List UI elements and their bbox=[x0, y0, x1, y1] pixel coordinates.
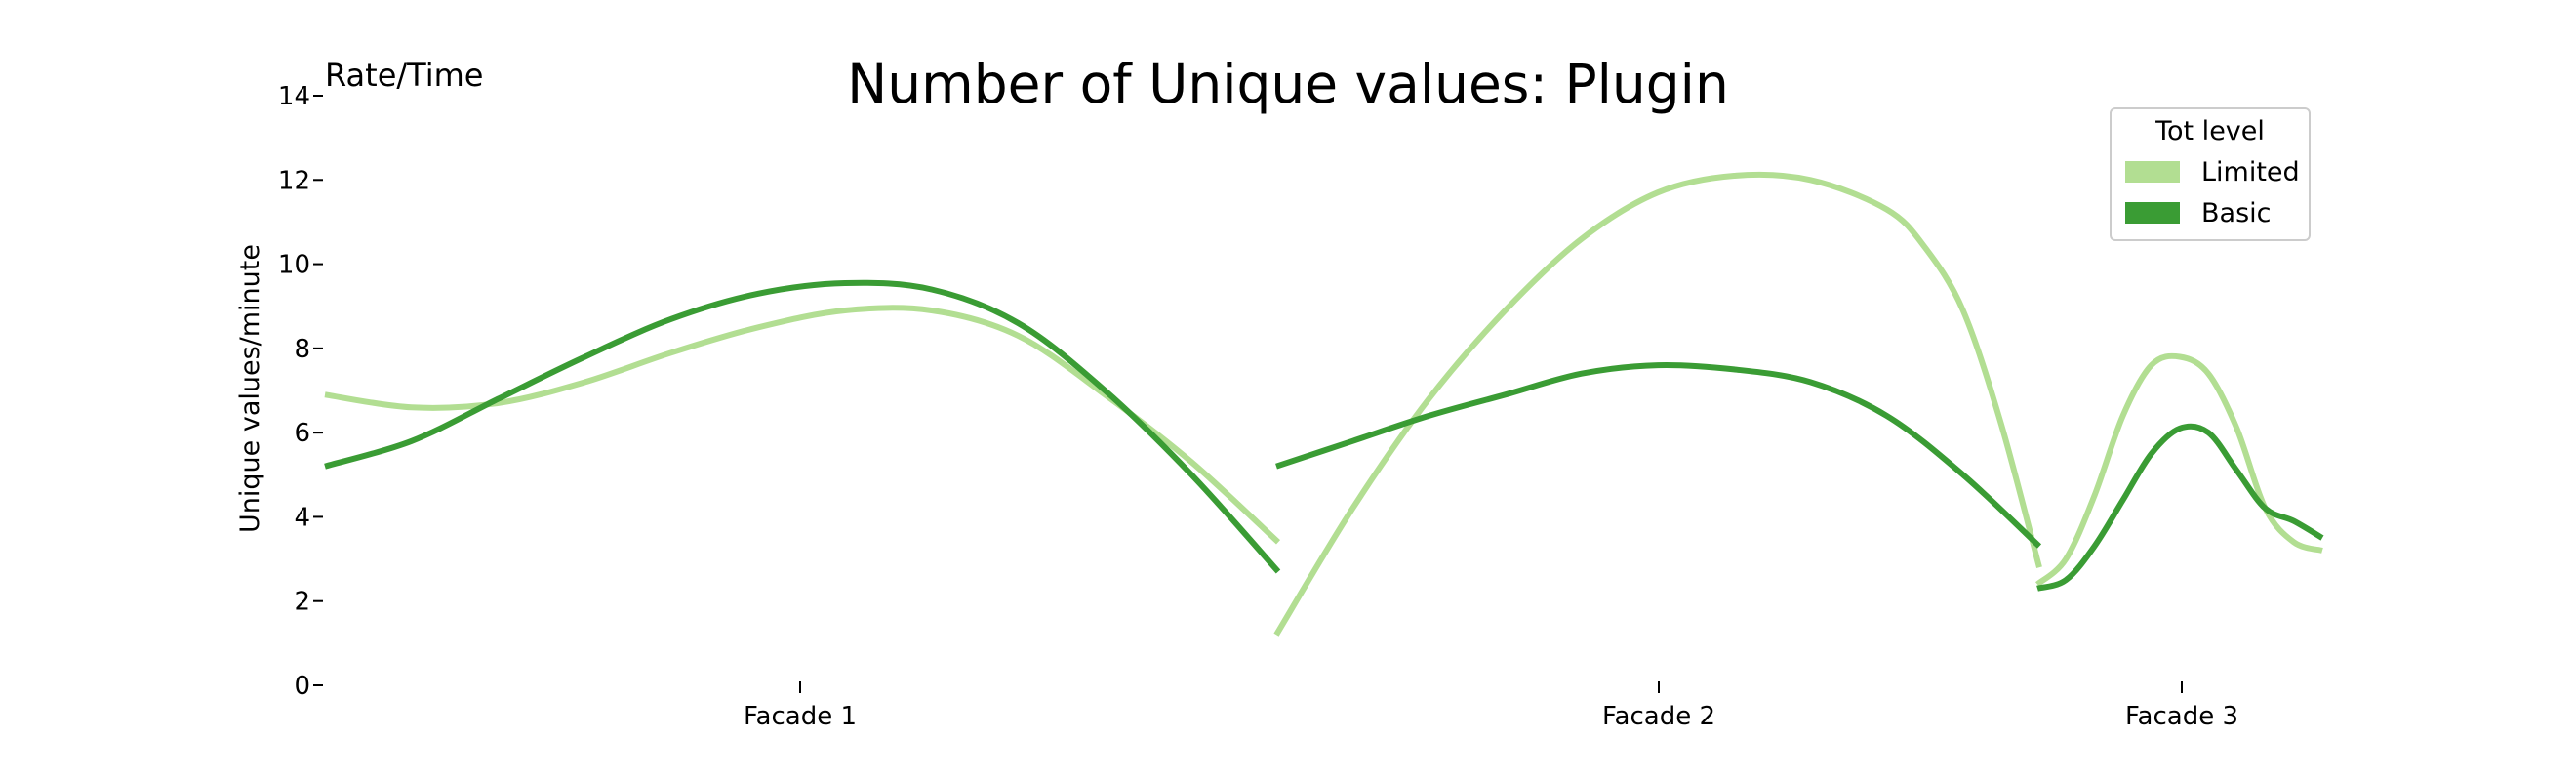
y-tick-label: 12 bbox=[278, 166, 310, 195]
x-tick-label: Facade 3 bbox=[2125, 702, 2238, 731]
legend-label-limited: Limited bbox=[2201, 157, 2300, 187]
y-tick-label: 10 bbox=[278, 251, 310, 280]
y-tick-label: 14 bbox=[278, 82, 310, 111]
y-tick-label: 4 bbox=[294, 503, 310, 532]
legend-label-basic: Basic bbox=[2201, 198, 2271, 228]
chart-title: Number of Unique values: Plugin bbox=[847, 53, 1729, 115]
legend: Tot level Limited Basic bbox=[2110, 107, 2311, 241]
legend-entries: Limited Basic bbox=[2125, 157, 2300, 228]
series-line-limited bbox=[324, 305, 1281, 545]
series-line-basic bbox=[1275, 361, 2042, 549]
y-tick-label: 0 bbox=[294, 672, 310, 701]
series-line-basic bbox=[2036, 423, 2324, 592]
x-axis: Facade 1 Facade 2 Facade 3 bbox=[744, 681, 2238, 731]
series-basic bbox=[324, 279, 2324, 592]
x-tick-label: Facade 1 bbox=[744, 702, 857, 731]
y-tick-label: 2 bbox=[294, 588, 310, 617]
legend-title: Tot level bbox=[2154, 116, 2265, 146]
y-axis-label: Unique values/minute bbox=[235, 244, 265, 533]
series-line-limited bbox=[2034, 352, 2323, 587]
y-tick-label: 8 bbox=[294, 335, 310, 364]
series-layer bbox=[324, 171, 2324, 637]
y-tick-label: 6 bbox=[294, 419, 310, 448]
series-line-limited bbox=[1273, 171, 2042, 637]
legend-swatch-limited bbox=[2125, 161, 2180, 183]
legend-swatch-basic bbox=[2125, 202, 2180, 224]
corner-label: Rate/Time bbox=[325, 57, 483, 94]
y-axis: 0 2 4 6 8 10 12 14 bbox=[278, 82, 323, 701]
x-tick-label: Facade 2 bbox=[1602, 702, 1715, 731]
series-line-basic bbox=[324, 279, 1281, 574]
series-limited bbox=[324, 171, 2323, 637]
